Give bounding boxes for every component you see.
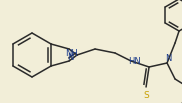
Text: HN: HN [128, 57, 141, 67]
Text: S: S [143, 91, 149, 99]
Text: N: N [165, 53, 171, 63]
Text: NH: NH [65, 50, 77, 59]
Text: N: N [67, 53, 73, 61]
